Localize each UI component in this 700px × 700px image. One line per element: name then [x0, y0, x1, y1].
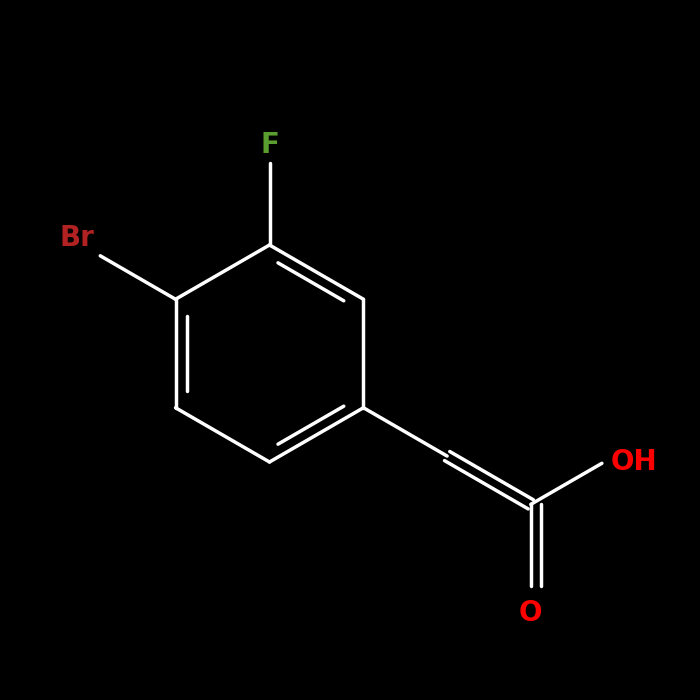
Text: F: F — [260, 132, 279, 160]
Text: Br: Br — [60, 223, 94, 251]
Text: O: O — [519, 599, 543, 627]
Text: OH: OH — [610, 448, 657, 476]
